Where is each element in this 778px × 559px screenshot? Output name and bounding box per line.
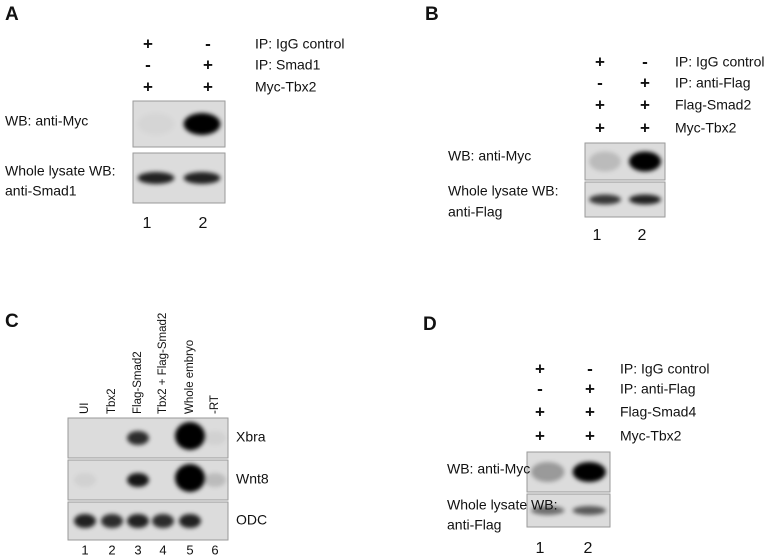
sign: + xyxy=(595,118,605,137)
lane-number: 3 xyxy=(134,542,141,557)
sign: + xyxy=(143,34,153,53)
sign: + xyxy=(585,402,595,421)
band xyxy=(204,473,226,487)
sign: - xyxy=(642,52,648,71)
lane-number: 2 xyxy=(108,542,115,557)
sign: + xyxy=(203,55,213,74)
sign: + xyxy=(535,359,545,378)
panel-label: C xyxy=(5,311,19,332)
band xyxy=(101,514,123,528)
band xyxy=(137,172,175,184)
blot-label: WB: anti-Myc xyxy=(5,113,88,129)
row-label: Flag-Smad4 xyxy=(620,404,696,420)
band xyxy=(127,514,149,528)
sign: + xyxy=(203,77,213,96)
column-label: Flag-Smad2 xyxy=(132,351,144,414)
blot-label: Whole lysate WB: xyxy=(447,497,557,513)
blot-label: Wnt8 xyxy=(236,471,269,487)
band xyxy=(183,113,221,135)
row-label: IP: IgG control xyxy=(255,36,344,52)
band xyxy=(127,473,149,487)
band xyxy=(629,151,661,172)
blot-label: Whole lysate WB: xyxy=(448,183,558,199)
row-label: Myc-Tbx2 xyxy=(675,120,737,136)
sign: - xyxy=(205,34,211,53)
sign: + xyxy=(595,95,605,114)
row-label: Flag-Smad2 xyxy=(675,97,751,113)
panel-label: B xyxy=(425,4,439,25)
panel-label: D xyxy=(423,314,437,335)
lane-number: 2 xyxy=(584,540,593,557)
band xyxy=(531,462,565,482)
row-label: Myc-Tbx2 xyxy=(255,79,317,95)
sign: - xyxy=(597,73,603,92)
band xyxy=(183,172,221,184)
lane-number: 5 xyxy=(186,542,193,557)
row-label: IP: IgG control xyxy=(675,54,764,70)
blot-label: WB: anti-Myc xyxy=(447,461,530,477)
column-label: -RT xyxy=(209,395,221,414)
column-label: Whole embryo xyxy=(184,340,196,414)
row-label: IP: anti-Flag xyxy=(620,381,695,397)
sign: - xyxy=(537,379,543,398)
lane-number: 1 xyxy=(143,215,152,232)
band xyxy=(74,473,96,487)
blot-label: anti-Smad1 xyxy=(5,183,77,199)
band xyxy=(152,514,174,528)
sign: - xyxy=(145,55,151,74)
band xyxy=(138,113,175,135)
lane-number: 1 xyxy=(536,540,545,557)
sign: + xyxy=(143,77,153,96)
panel-label: A xyxy=(5,4,19,25)
lane-number: 2 xyxy=(638,227,647,244)
sign: - xyxy=(587,359,593,378)
blot-label: Whole lysate WB: xyxy=(5,163,115,179)
blot-label: WB: anti-Myc xyxy=(448,148,531,164)
row-label: Myc-Tbx2 xyxy=(620,428,682,444)
band xyxy=(175,422,205,450)
band xyxy=(204,431,226,445)
sign: + xyxy=(585,426,595,445)
blot-label: anti-Flag xyxy=(447,517,501,533)
band xyxy=(531,506,565,515)
band xyxy=(175,464,205,492)
band xyxy=(589,194,621,205)
sign: + xyxy=(535,426,545,445)
column-label: Tbx2 xyxy=(106,388,118,414)
band xyxy=(572,506,606,515)
lane-number: 4 xyxy=(159,542,166,557)
row-label: IP: IgG control xyxy=(620,361,709,377)
blot-label: Xbra xyxy=(236,429,266,445)
sign: + xyxy=(640,95,650,114)
row-label: IP: anti-Flag xyxy=(675,75,750,91)
band xyxy=(589,151,621,172)
band xyxy=(74,514,96,528)
sign: + xyxy=(535,402,545,421)
sign: + xyxy=(640,73,650,92)
blot-label: ODC xyxy=(236,512,267,528)
band xyxy=(629,194,661,205)
sign: + xyxy=(640,118,650,137)
lane-number: 1 xyxy=(81,542,88,557)
band xyxy=(127,431,149,445)
column-label: UI xyxy=(79,403,91,415)
lane-number: 6 xyxy=(211,542,218,557)
lane-number: 1 xyxy=(593,227,602,244)
sign: + xyxy=(595,52,605,71)
blot-label: anti-Flag xyxy=(448,204,502,220)
row-label: IP: Smad1 xyxy=(255,57,321,73)
sign: + xyxy=(585,379,595,398)
band xyxy=(572,462,606,482)
band xyxy=(179,514,201,528)
column-label: Tbx2 + Flag-Smad2 xyxy=(157,313,169,414)
lane-number: 2 xyxy=(199,215,208,232)
